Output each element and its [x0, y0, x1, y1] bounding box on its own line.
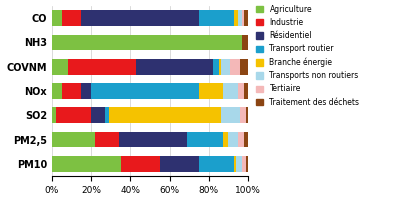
- Bar: [244, 10, 248, 26]
- Bar: [91, 107, 105, 123]
- Bar: [105, 107, 109, 123]
- Bar: [213, 59, 218, 75]
- Bar: [234, 10, 238, 26]
- Bar: [246, 107, 248, 123]
- Bar: [52, 156, 121, 172]
- Bar: [246, 156, 248, 172]
- Bar: [244, 83, 248, 99]
- Bar: [242, 10, 244, 26]
- Bar: [91, 83, 199, 99]
- Bar: [199, 83, 222, 99]
- Bar: [119, 132, 187, 147]
- Bar: [52, 59, 68, 75]
- Bar: [109, 107, 220, 123]
- Bar: [52, 35, 242, 50]
- Bar: [230, 59, 240, 75]
- Bar: [199, 156, 234, 172]
- Bar: [199, 10, 234, 26]
- Bar: [238, 83, 244, 99]
- Bar: [242, 35, 248, 50]
- Bar: [222, 83, 238, 99]
- Bar: [121, 156, 160, 172]
- Bar: [228, 132, 238, 147]
- Legend: Agriculture, Industrie, Résidentiel, Transport routier, Branche énergie, Transpo: Agriculture, Industrie, Résidentiel, Tra…: [256, 5, 360, 107]
- Bar: [68, 59, 136, 75]
- Bar: [220, 59, 230, 75]
- Bar: [220, 107, 240, 123]
- Bar: [240, 107, 246, 123]
- Bar: [222, 132, 228, 147]
- Bar: [136, 59, 213, 75]
- Bar: [62, 10, 82, 26]
- Bar: [234, 156, 236, 172]
- Bar: [238, 132, 244, 147]
- Bar: [187, 132, 222, 147]
- Bar: [82, 10, 199, 26]
- Bar: [62, 83, 82, 99]
- Bar: [52, 83, 62, 99]
- Bar: [244, 132, 248, 147]
- Bar: [95, 132, 119, 147]
- Bar: [236, 156, 242, 172]
- Bar: [82, 83, 91, 99]
- Bar: [56, 107, 91, 123]
- Bar: [242, 156, 246, 172]
- Bar: [238, 10, 242, 26]
- Bar: [52, 132, 95, 147]
- Bar: [52, 107, 56, 123]
- Bar: [240, 59, 248, 75]
- Bar: [160, 156, 199, 172]
- Bar: [52, 10, 62, 26]
- Bar: [218, 59, 220, 75]
